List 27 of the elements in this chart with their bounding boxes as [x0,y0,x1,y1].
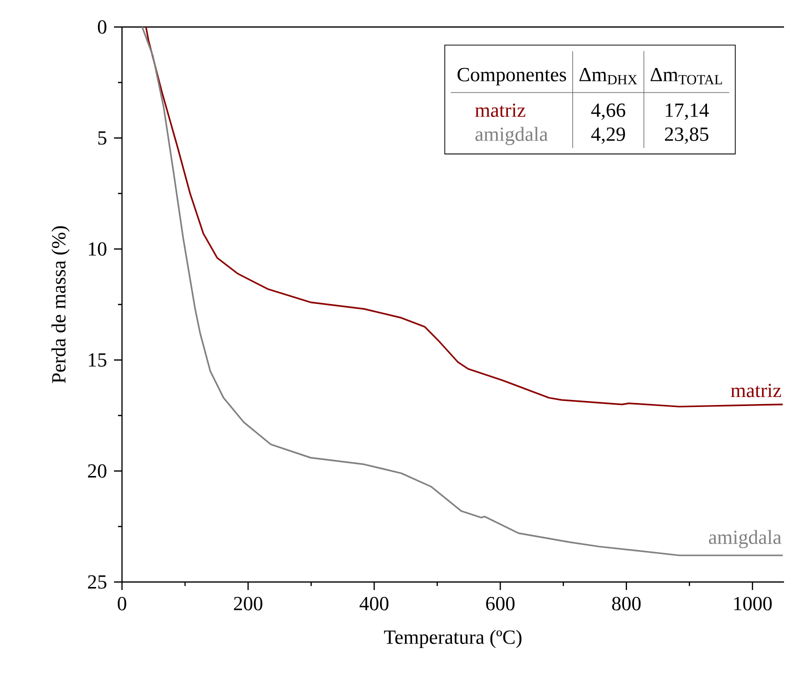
y-tick-label: 10 [88,242,106,256]
y-tick-label: 25 [88,575,106,589]
series-label: matriz [730,384,782,398]
text: amigdala [475,126,548,146]
x-axis-title: Temperatura (ºC) [384,630,522,648]
y-axis-title: Perda de massa (%) [51,226,70,384]
annotation: Δm$_{TOTAL}$ [650,68,722,84]
text: matriz [475,104,526,117]
annotation: 4,66 [591,104,626,120]
x-tick-label: 600 [486,596,515,610]
y-tick-label: 15 [88,353,106,367]
annotation: Δm$_{DHX}$ [579,68,638,84]
series-label: amigdala [708,530,782,548]
x-tick-label: 0 [118,596,126,610]
x-tick-label: 400 [360,596,388,610]
x-tick-label: 200 [234,596,262,610]
line-series [141,26,784,556]
y-tick-label: 5 [98,131,106,145]
annotation: Componentes [458,68,566,86]
x-tick-label: 1000 [734,596,772,610]
x-tick-label: 800 [612,596,641,610]
y-tick-label: 0 [98,20,106,34]
line-series [145,26,784,408]
annotation: 23,85 [664,127,708,144]
y-tick-label: 20 [88,464,106,478]
annotation: 17,14 [666,104,709,120]
annotation: 4,29 [591,128,625,144]
